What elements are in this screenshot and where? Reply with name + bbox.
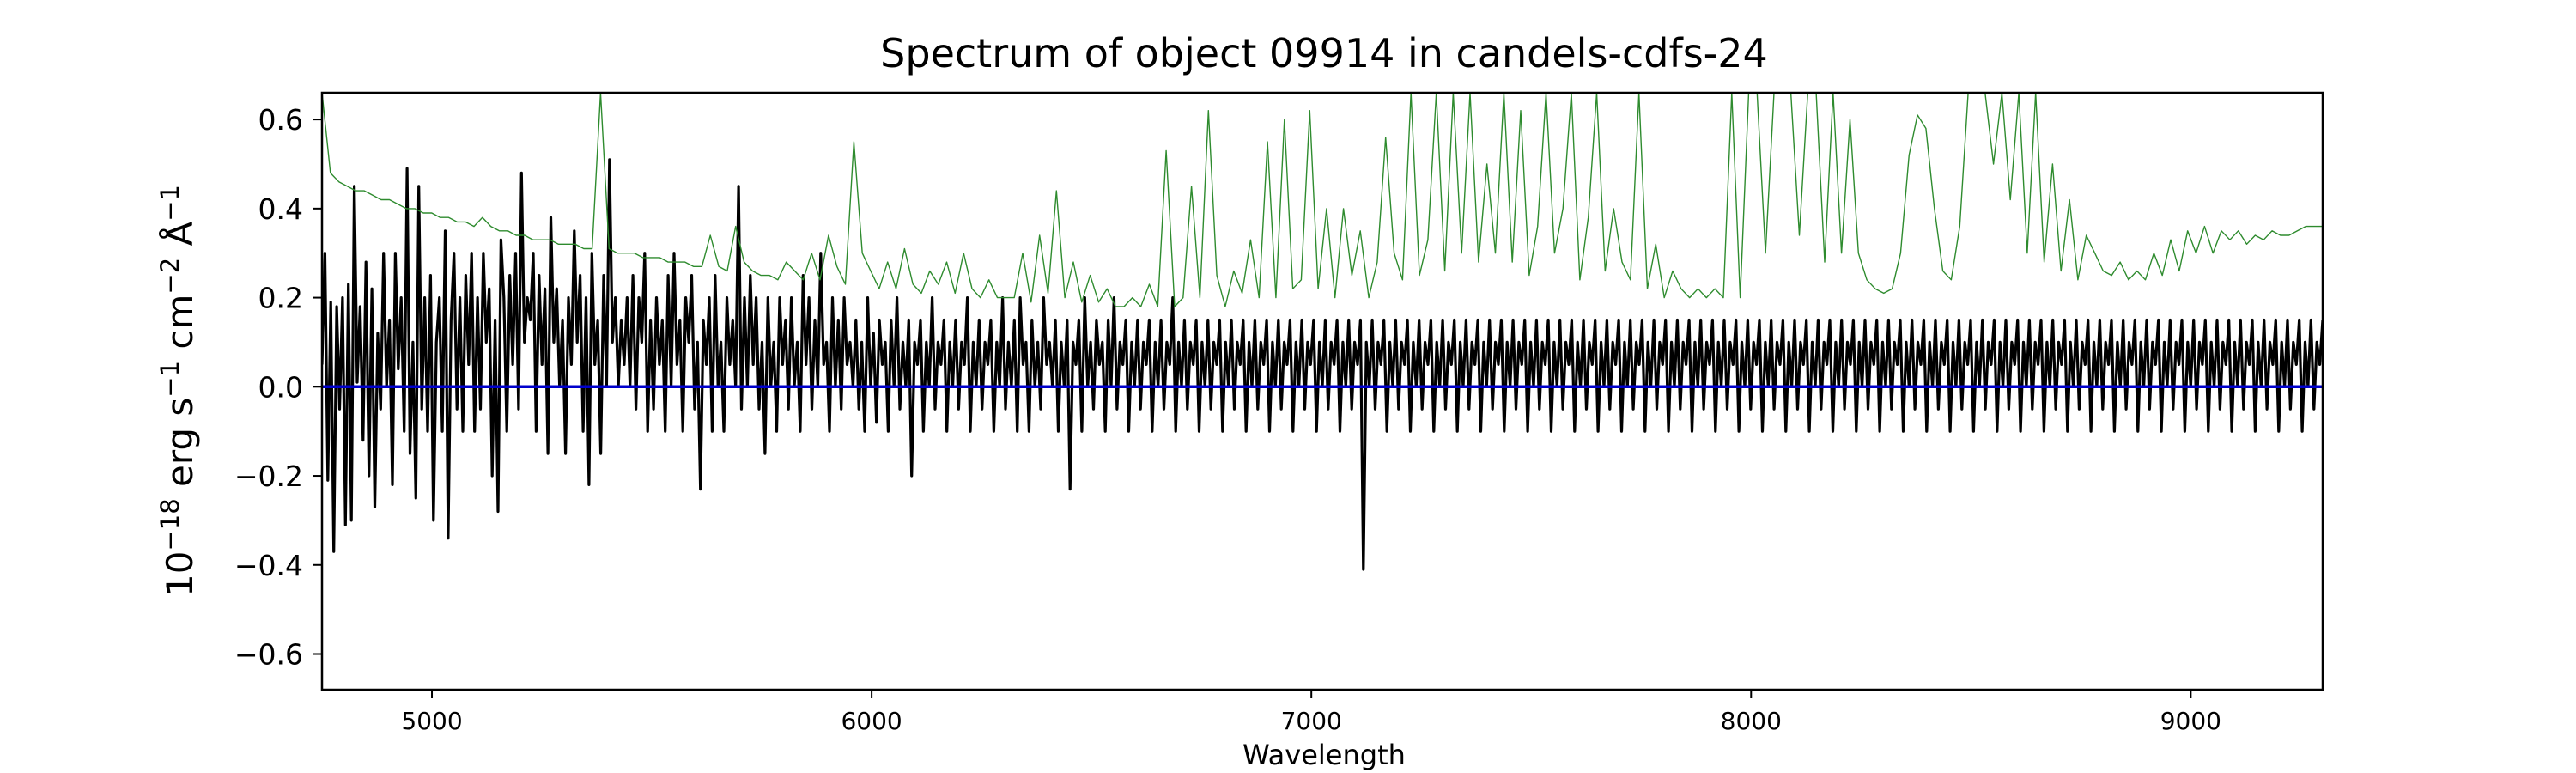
ylabel-angstrom-exponent: −1 (155, 185, 185, 222)
ylabel-cm-exponent: −2 (155, 258, 185, 295)
ylabel-base: 10 (159, 551, 201, 597)
y-tick-label: 0.0 (258, 370, 303, 404)
ylabel-cm: cm (159, 295, 201, 361)
x-tick-label: 5000 (401, 707, 462, 735)
y-tick-label: 0.6 (258, 103, 303, 137)
x-tick-label: 8000 (1721, 707, 1782, 735)
ylabel-angstrom: Å (158, 222, 201, 258)
y-tick-label: −0.2 (234, 460, 303, 493)
y-axis: 0.6 0.4 0.2 0.0 −0.2 −0.4 −0.6 (234, 103, 322, 672)
y-tick-label: 0.4 (258, 192, 303, 226)
x-axis: 5000 6000 7000 8000 9000 (401, 690, 2221, 735)
plot-area: 5000 6000 7000 8000 9000 0.6 0.4 0.2 0.0 −0.2 −0.… (234, 91, 2324, 735)
y-axis-label: 10−18 erg s−1 cm−2 Å−1 (155, 185, 201, 597)
y-tick-label: −0.6 (234, 638, 303, 672)
x-tick-label: 6000 (841, 707, 902, 735)
y-tick-label: 0.2 (258, 282, 303, 315)
ylabel-s-exponent: −1 (155, 361, 185, 398)
series-line-error (322, 93, 2323, 307)
y-tick-label: −0.4 (234, 549, 303, 582)
x-tick-label: 7000 (1281, 707, 1342, 735)
series-layer (322, 93, 2323, 571)
x-axis-label: Wavelength (1242, 739, 1406, 771)
chart-title: Spectrum of object 09914 in candels-cdfs… (880, 30, 1768, 76)
ylabel-erg-s: erg s (159, 398, 201, 499)
ylabel-base-exponent: −18 (155, 498, 185, 551)
x-tick-label: 9000 (2160, 707, 2221, 735)
series-line-flux (322, 158, 2323, 571)
plot-frame (320, 91, 2324, 691)
